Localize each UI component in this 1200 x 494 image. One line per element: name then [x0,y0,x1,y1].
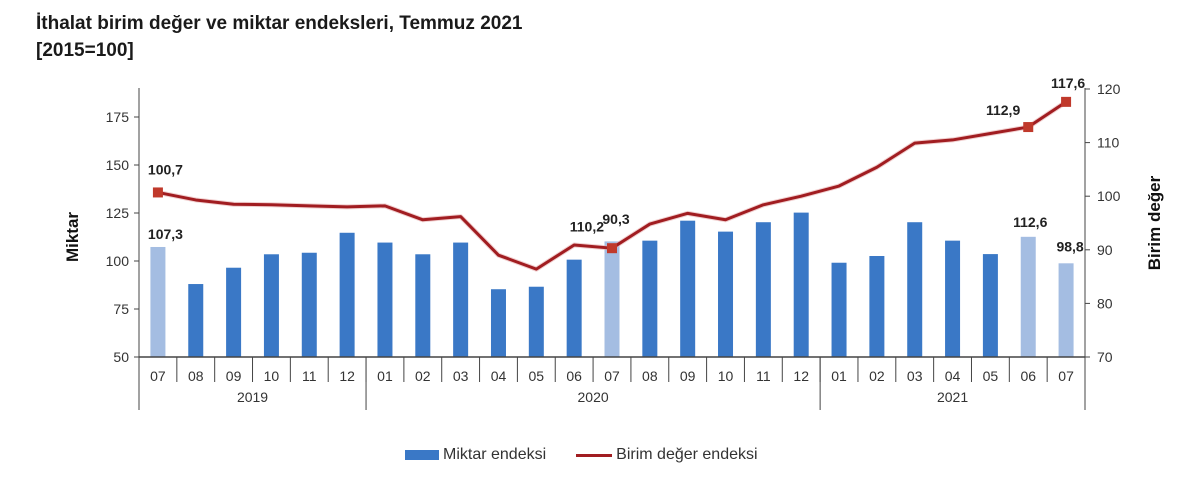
bar [718,231,734,357]
year-group-label: 2021 [937,389,968,405]
x-tick-label: 12 [793,368,809,384]
bar [945,240,961,357]
right-tick-label: 70 [1097,349,1113,365]
x-tick-label: 11 [756,368,771,384]
bar [490,289,506,357]
bar [755,222,771,357]
left-y-axis: 50 75 100 125 150 175 [106,88,140,365]
right-tick-label: 110 [1097,135,1120,151]
x-tick-label: 10 [718,368,734,384]
x-tick-label: 02 [869,368,885,384]
x-tick-label: 05 [983,368,999,384]
legend-bar-swatch-icon [405,450,439,460]
x-tick-label: 03 [453,368,469,384]
bar [301,252,317,357]
bar [566,259,582,357]
data-label: 117,6 [1051,75,1085,91]
bar [793,212,809,357]
bar [150,246,166,357]
left-tick-label: 150 [106,157,130,173]
x-tick-label: 08 [188,368,204,384]
data-label: 112,6 [1013,214,1047,230]
legend-label-miktar: Miktar endeksi [443,446,547,463]
bar-series-miktar [150,212,1074,357]
x-tick-label: 03 [907,368,923,384]
bar [1020,236,1036,357]
x-tick-label: 06 [566,368,582,384]
line-marker [607,243,617,254]
right-tick-label: 100 [1097,188,1121,204]
x-tick-label: 06 [1020,368,1036,384]
bar [869,256,885,357]
x-tick-label: 11 [302,368,317,384]
right-tick-label: 80 [1097,295,1113,311]
data-label: 107,3 [148,226,183,242]
bar [1058,263,1074,357]
left-tick-label: 175 [106,109,130,125]
right-tick-label: 120 [1097,81,1121,97]
bar [642,240,658,357]
bar [415,254,431,357]
chart-title-line2: [2015=100] [36,40,134,61]
right-axis-title: Birim değer [1145,175,1164,270]
left-tick-label: 50 [113,349,129,365]
chart-title-line1: İthalat birim değer ve miktar endeksleri… [36,13,523,34]
data-label: 90,3 [602,211,629,227]
bar [604,241,620,357]
legend-item-miktar: Miktar endeksi [405,446,546,464]
data-label: 100,7 [148,161,183,177]
x-tick-label: 08 [642,368,658,384]
data-label: 98,8 [1056,238,1083,254]
year-group-label: 2019 [237,389,268,405]
line-marker [152,187,163,198]
right-y-axis: 70 80 90 100 110 120 [1084,81,1121,365]
x-tick-label: 12 [339,368,355,384]
x-tick-label: 07 [604,368,620,384]
chart-title: İthalat birim değer ve miktar endeksleri… [36,10,522,64]
x-tick-label: 05 [529,368,545,384]
left-tick-label: 100 [106,253,130,269]
x-tick-label: 09 [226,368,242,384]
x-tick-label: 02 [415,368,431,384]
bar [226,267,242,357]
bar [188,284,204,357]
x-tick-label: 04 [491,368,507,384]
legend-line-swatch-icon [576,453,613,457]
legend: Miktar endeksi Birim değer endeksi [405,446,788,464]
bar [339,232,355,357]
x-tick-label: 01 [831,368,847,384]
legend-item-birim-deger: Birim değer endeksi [576,446,758,464]
data-label: 112,9 [986,102,1020,118]
left-tick-label: 75 [113,301,129,317]
bar [377,242,393,357]
bar [982,254,998,357]
x-tick-label: 04 [945,368,961,384]
bar [907,222,923,357]
right-tick-label: 90 [1097,242,1113,258]
x-tick-label: 07 [1058,368,1074,384]
bar [831,262,847,357]
line-series-birim-deger [152,96,1072,272]
x-axis: 07 08 09 10 11 12 01 02 03 04 05 06 07 08 09 10 11 12 01 02… [138,356,1086,410]
x-tick-label: 07 [150,368,166,384]
x-tick-label: 01 [377,368,393,384]
x-tick-label: 09 [680,368,696,384]
legend-label-birim-deger: Birim değer endeksi [616,446,758,463]
left-axis-title: Miktar [63,212,82,262]
year-group-label: 2020 [578,389,609,405]
bar [453,242,469,357]
line-marker [1061,96,1072,107]
x-tick-label: 10 [264,368,280,384]
bar [528,286,544,357]
left-tick-label: 125 [106,205,130,221]
bar [680,220,696,357]
bar [263,254,279,357]
data-labels: 107,3 100,7 110,290,3 112,6 98,8 112,9 117,6 [148,75,1086,254]
data-label: 110,2 [570,218,604,234]
line-marker [1023,122,1034,133]
